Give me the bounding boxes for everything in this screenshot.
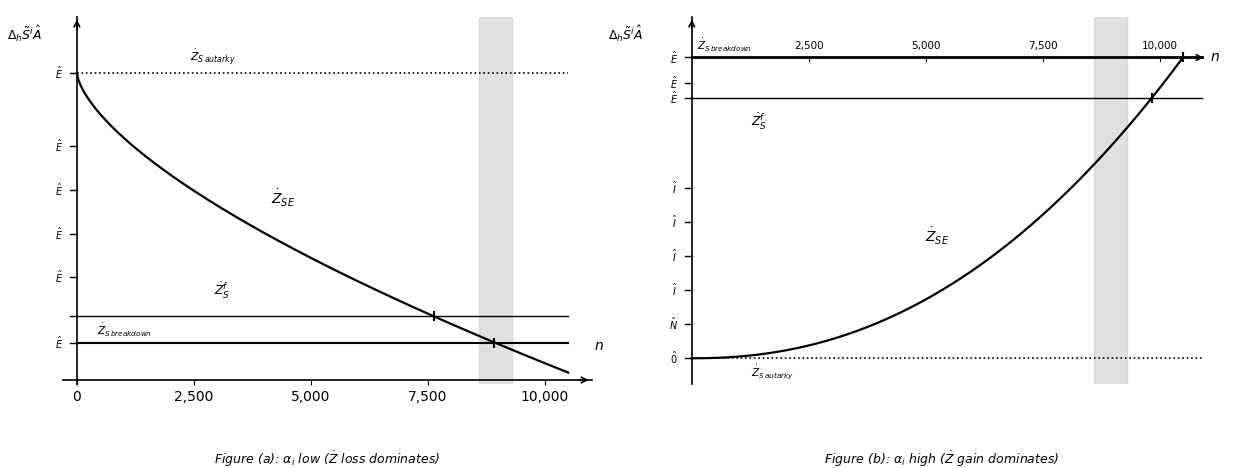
- Text: $\hat{E}$: $\hat{E}$: [54, 269, 63, 285]
- Text: $n$: $n$: [1210, 51, 1220, 65]
- Text: $\hat{E}$: $\hat{E}$: [54, 335, 63, 351]
- Text: $\hat{E}$: $\hat{E}$: [670, 75, 677, 91]
- Text: 10,000: 10,000: [1142, 41, 1178, 51]
- Text: $\hat{E}$: $\hat{E}$: [54, 226, 63, 241]
- Text: $\hat{E}$: $\hat{E}$: [54, 138, 63, 154]
- Text: Figure (a): $\alpha_i$ low ($\dot{Z}$ loss dominates): Figure (a): $\alpha_i$ low ($\dot{Z}$ lo…: [214, 450, 440, 468]
- Text: 2,500: 2,500: [794, 41, 823, 51]
- Text: $\Delta_h\tilde{S}^i\hat{A}$: $\Delta_h\tilde{S}^i\hat{A}$: [6, 24, 42, 44]
- Text: $\dot{Z}_{S\,autarky}$: $\dot{Z}_{S\,autarky}$: [190, 48, 236, 67]
- Text: $\hat{E}$: $\hat{E}$: [54, 65, 63, 81]
- Text: $\hat{0}$: $\hat{0}$: [670, 350, 677, 366]
- Text: $\dot{Z}_{S\,autarky}$: $\dot{Z}_{S\,autarky}$: [750, 363, 794, 381]
- Text: $\dot{Z}_{S\,breakdown}$: $\dot{Z}_{S\,breakdown}$: [96, 322, 152, 339]
- Text: $\hat{E}$: $\hat{E}$: [670, 49, 677, 66]
- Text: $\hat{I}$: $\hat{I}$: [672, 180, 677, 197]
- Text: $\Delta_h\tilde{S}^i\hat{A}$: $\Delta_h\tilde{S}^i\hat{A}$: [608, 23, 643, 44]
- Text: $\hat{N}$: $\hat{N}$: [669, 316, 677, 332]
- Text: $\hat{E}$: $\hat{E}$: [54, 182, 63, 198]
- Text: $\dot{Z}_{SE}$: $\dot{Z}_{SE}$: [271, 188, 295, 209]
- Text: $\dot{Z}_{S}^{f}$: $\dot{Z}_{S}^{f}$: [215, 281, 231, 301]
- Text: $\dot{Z}_{S}^{f}$: $\dot{Z}_{S}^{f}$: [750, 112, 768, 132]
- Text: 7,500: 7,500: [1028, 41, 1058, 51]
- Text: $\hat{I}$: $\hat{I}$: [672, 248, 677, 264]
- Text: 5,000: 5,000: [911, 41, 941, 51]
- Text: $\hat{I}$: $\hat{I}$: [672, 214, 677, 230]
- Text: $n$: $n$: [593, 339, 603, 353]
- Text: $\dot{Z}_{SE}$: $\dot{Z}_{SE}$: [926, 226, 949, 247]
- Text: $\dot{Z}_{S\,breakdown}$: $\dot{Z}_{S\,breakdown}$: [697, 37, 751, 54]
- Text: $\hat{E}$: $\hat{E}$: [670, 90, 677, 106]
- Text: Figure (b): $\alpha_i$ high ($\dot{Z}$ gain dominates): Figure (b): $\alpha_i$ high ($\dot{Z}$ g…: [824, 450, 1059, 468]
- Text: $\hat{I}$: $\hat{I}$: [672, 282, 677, 299]
- Bar: [480, 17, 512, 384]
- Bar: [1094, 17, 1127, 384]
